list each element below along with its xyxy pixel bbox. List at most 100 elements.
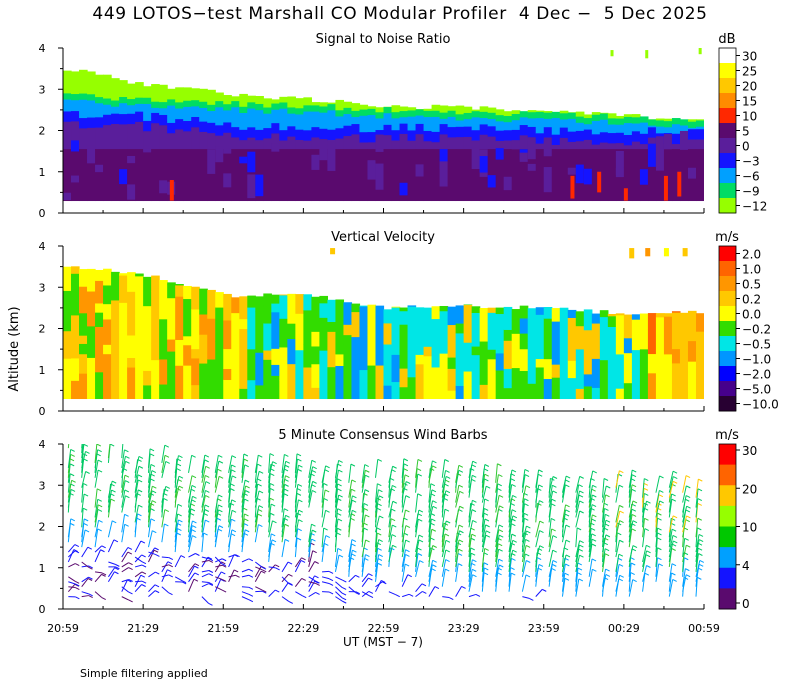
wind-barb-flag [204,504,210,508]
velocity-cell [167,297,176,340]
snr-cell [455,120,465,128]
velocity-cell [183,335,192,346]
snr-cell [495,115,505,122]
snr-cell [111,123,120,150]
snr-cell [359,142,369,150]
wind-barb [695,548,699,567]
wind-barb-flag [87,546,92,550]
wind-barb [428,518,432,538]
velocity-cell [679,347,689,371]
wind-barb-flag [243,453,249,457]
wind-barb-flag [618,578,624,582]
wind-barb-flag [125,495,130,499]
wind-barb [188,553,196,558]
wind-barb-flag [178,485,184,489]
wind-barb-flag [269,487,275,491]
velocity-cell [591,323,601,359]
wind-barb-flag [539,520,544,524]
wind-barb [321,535,327,553]
snr-cell [111,149,120,202]
wind-barb [188,572,196,583]
wind-barb [441,459,446,478]
wind-barb-flag [458,539,464,543]
wind-barb [215,564,223,568]
wind-barb [294,499,299,518]
snr-cell [223,95,232,105]
wind-barb-flag [697,488,703,492]
wind-barb [81,444,83,454]
wind-barb-flag [231,464,236,468]
snr-cell [71,121,80,150]
wind-barb [468,509,473,528]
velocity-cell [215,381,224,400]
velocity-cell [79,312,88,336]
wind-barb-flag [328,570,334,574]
wind-barb-flag [368,595,374,599]
wind-barb-flag [619,574,624,578]
velocity-cell [679,370,689,400]
colorbar-swatch [719,567,736,589]
colorbar-label: 30 [742,50,757,64]
snr-cell [639,144,649,150]
wind-barb-flag [355,591,361,595]
velocity-cell [151,307,160,344]
wind-barb [228,475,233,493]
velocity-cell [543,307,553,319]
snr-cell [271,103,280,111]
snr-cell [431,110,441,118]
wind-barb-flag [218,494,223,498]
wind-barb-flag [538,469,543,473]
wind-barb-flag [619,539,624,543]
wind-barb-flag [138,455,144,459]
velocity-cell [71,315,80,359]
wind-barb [201,583,209,588]
wind-barb [188,520,193,538]
wind-barb-flag [579,475,584,479]
wind-barb [455,530,460,548]
wind-barb-flag [605,513,610,517]
wind-barb [121,579,128,592]
velocity-cell [215,307,224,342]
snr-cell [215,101,224,108]
wind-barb-flag [485,485,491,489]
velocity-cell [415,318,425,346]
snr-cell [607,133,617,144]
wind-barb-flag [671,572,676,576]
wind-barb [268,539,273,558]
wind-barb [108,561,116,565]
wind-barb [134,466,140,483]
y-tick-label: 3 [39,281,46,294]
wind-barb-flag [244,464,249,468]
wind-barb-flag [579,540,584,544]
snr-cell [679,119,689,126]
wind-barb [415,534,420,553]
velocity-cell [167,351,176,373]
snr-cell [575,122,585,132]
velocity-cell [367,365,377,400]
wind-barb [388,508,392,528]
snr-cell [503,149,513,202]
wind-barb-flag [578,494,584,498]
wind-barb-flag [168,574,174,578]
wind-barb-flag [698,563,704,567]
snr-cell [607,118,617,125]
wind-barb [81,494,85,513]
wind-barb [107,520,113,538]
velocity-cell [119,275,128,303]
wind-barb-flag [314,580,319,584]
wind-barb [588,514,593,533]
velocity-cell [287,293,296,302]
wind-barb [161,586,169,594]
wind-barb [174,528,178,548]
snr-cell [207,111,216,124]
snr-cell [255,174,264,197]
wind-barb-flag [471,478,476,482]
x-tick-label: 23:59 [528,622,560,635]
velocity-cell [311,363,320,388]
wind-barb-flag [684,537,689,541]
snr-cell [71,71,80,95]
velocity-cell [439,310,449,354]
velocity-cell [607,326,617,367]
wind-barb-flag [111,489,116,493]
wind-barb-flag [258,454,263,458]
